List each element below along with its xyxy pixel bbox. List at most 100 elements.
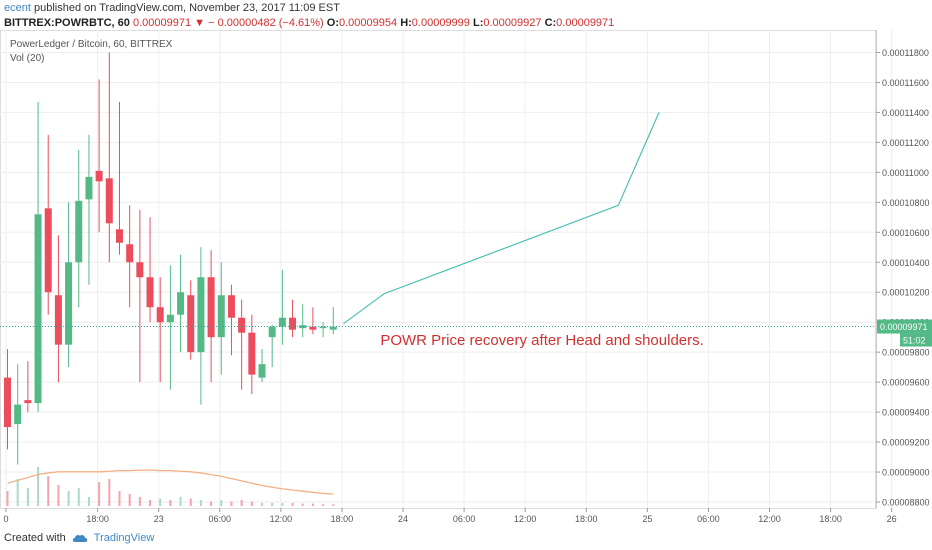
volume-bar xyxy=(67,491,70,506)
countdown-badge xyxy=(900,333,932,347)
candle-body xyxy=(126,244,134,263)
volume-bar xyxy=(322,504,325,506)
x-tick-label: 25 xyxy=(642,514,652,524)
volume-bar xyxy=(230,501,233,506)
volume-bar xyxy=(37,467,40,506)
close-value: 0.00009971 xyxy=(556,17,615,29)
candle-body xyxy=(166,314,174,323)
y-tick-label: 0.00009800 xyxy=(882,348,930,358)
candle-body xyxy=(65,262,73,345)
x-tick-label: 18:00 xyxy=(86,514,109,524)
volume-bar xyxy=(77,488,80,506)
volume-bar xyxy=(108,479,111,506)
candle-body xyxy=(24,400,32,404)
y-tick-label: 0.00010600 xyxy=(882,228,930,238)
candle-body xyxy=(156,307,164,323)
ohlc-header: BITTREX:POWRBTC, 60 0.00009971 ▼ − 0.000… xyxy=(4,16,614,30)
volume-pane xyxy=(6,467,335,506)
y-tick-label: 0.00011800 xyxy=(882,48,929,58)
candle-body xyxy=(197,277,205,353)
projection-polyline xyxy=(343,112,660,325)
high-value: 0.00009999 xyxy=(411,17,470,29)
y-tick-label: 0.00011600 xyxy=(882,78,929,88)
tradingview-cloud-icon xyxy=(72,534,88,542)
y-tick-label: 0.00010200 xyxy=(882,288,930,298)
y-tick-label: 0.00011000 xyxy=(882,168,929,178)
volume-bar xyxy=(26,488,29,506)
volume-bar xyxy=(271,503,274,506)
candle-body xyxy=(75,200,83,263)
candle-body xyxy=(115,229,123,243)
candle-body xyxy=(4,377,11,428)
volume-bar xyxy=(118,491,121,506)
price-change: − 0.00000482 (−4.61%) xyxy=(208,17,324,29)
low-value: 0.00009927 xyxy=(483,17,542,29)
volume-bar xyxy=(332,504,335,506)
chart-background xyxy=(0,30,932,528)
open-value: 0.00009954 xyxy=(339,17,398,29)
candle-body xyxy=(44,208,52,293)
candle-body xyxy=(54,295,62,345)
x-tick-label: 06:00 xyxy=(209,514,232,524)
candle-body xyxy=(85,176,93,200)
high-label: H: xyxy=(400,17,412,29)
projection-line xyxy=(343,112,660,325)
author-link[interactable]: ecent xyxy=(4,2,31,14)
y-tick-label: 0.00010400 xyxy=(882,258,930,268)
candle-body xyxy=(136,262,144,278)
tradingview-brand[interactable]: TradingView xyxy=(93,532,155,544)
candle-body xyxy=(34,214,42,404)
candle-body xyxy=(187,295,195,353)
candle-body xyxy=(278,317,286,327)
y-tick-label: 0.00008800 xyxy=(882,498,930,508)
volume-bar xyxy=(179,497,182,506)
created-with-label: Created with xyxy=(4,532,66,544)
series-title: PowerLedger / Bitcoin, 60, BITTREX xyxy=(10,39,173,50)
y-tick-label: 0.00009200 xyxy=(882,438,930,448)
volume-bar xyxy=(16,479,19,506)
last-price: 0.00009971 xyxy=(132,17,192,29)
x-tick-label: 18:00 xyxy=(575,514,598,524)
x-tick-label: 18:00 xyxy=(819,514,842,524)
candle-body xyxy=(14,404,22,425)
candle-body xyxy=(105,178,113,224)
volume-bar xyxy=(301,503,304,506)
volume-ma-line xyxy=(7,469,334,495)
candle-body xyxy=(268,326,276,338)
volume-bar xyxy=(250,501,253,506)
price-chart[interactable]: 0.00008800 0.00009000 0.00009200 0.00009400… xyxy=(0,30,932,528)
volume-bar xyxy=(57,485,60,506)
x-tick-label: 24 xyxy=(398,514,408,524)
volume-bar xyxy=(128,494,131,506)
last-price-badge xyxy=(877,319,932,334)
grid xyxy=(0,30,893,509)
candle-body xyxy=(238,317,246,333)
candle-body xyxy=(329,326,337,330)
volume-bar xyxy=(311,503,314,506)
volume-bar xyxy=(149,500,152,506)
volume-bar xyxy=(6,491,9,506)
candle-body xyxy=(227,295,235,318)
y-tick-label: 0.00009400 xyxy=(882,408,930,418)
x-tick-label: 26 xyxy=(887,514,897,524)
y-tick-label: 0.00009000 xyxy=(882,468,930,478)
x-tick-label: 12:00 xyxy=(758,514,781,524)
volume-bar xyxy=(189,498,192,506)
footer: Created with TradingView xyxy=(4,530,154,546)
volume-bar xyxy=(291,503,294,506)
volume-bar xyxy=(47,476,50,506)
down-arrow-icon: ▼ xyxy=(194,17,206,29)
x-tick-label: 06:00 xyxy=(453,514,476,524)
publish-info: ecent published on TradingView.com, Nove… xyxy=(4,1,340,15)
x-tick-label: 12:00 xyxy=(514,514,537,524)
candle-body xyxy=(319,326,327,329)
x-tick-label: 23 xyxy=(154,514,164,524)
low-label: L: xyxy=(472,17,484,29)
volume-bar xyxy=(281,503,284,506)
x-tick-label: 0 xyxy=(3,514,8,524)
volume-bar xyxy=(98,482,101,506)
volume-bar xyxy=(169,500,172,506)
y-tick-label: 0.00009600 xyxy=(882,378,930,388)
volume-bar xyxy=(210,501,213,506)
annotation-text: POWR Price recovery after Head and shoul… xyxy=(380,332,703,349)
